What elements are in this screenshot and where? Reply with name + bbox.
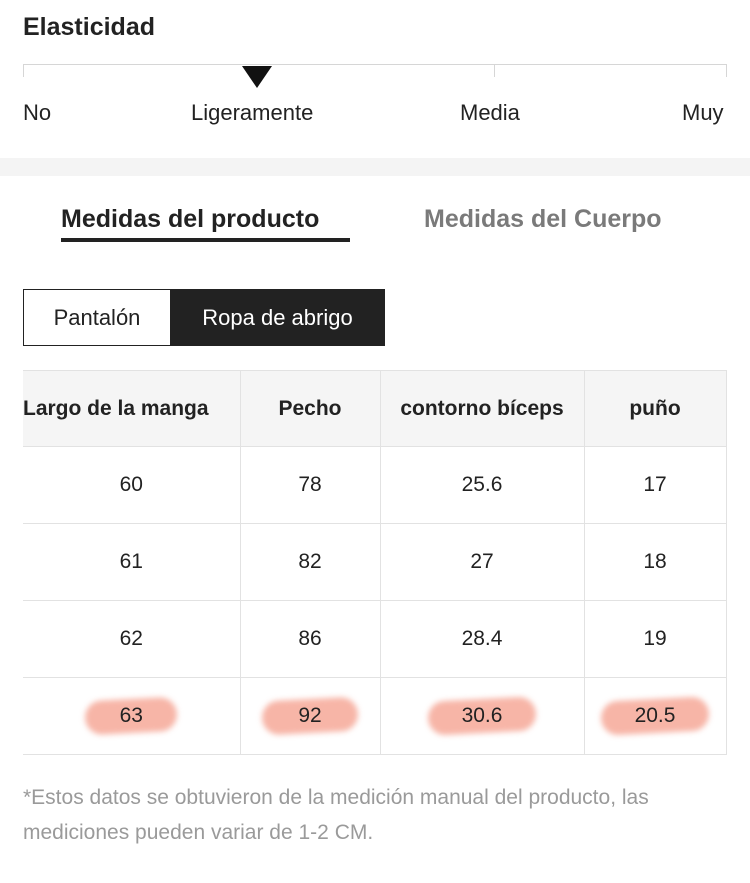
segment-outerwear[interactable]: Ropa de abrigo bbox=[170, 289, 385, 346]
cell-value: 92 bbox=[298, 704, 322, 727]
header-biceps: contorno bíceps bbox=[379, 370, 585, 447]
elasticity-scale-line bbox=[23, 64, 727, 65]
table-cell: 61 bbox=[23, 523, 241, 601]
measurement-footnote: *Estos datos se obtuvieron de la medició… bbox=[23, 786, 649, 844]
table-row: 60 78 25.6 17 bbox=[23, 446, 727, 524]
table-cell: 28.4 bbox=[379, 600, 585, 678]
elasticity-tick bbox=[494, 64, 495, 77]
cell-value: 63 bbox=[119, 704, 143, 727]
table-cell: 78 bbox=[239, 446, 381, 524]
elasticity-level-no: No bbox=[23, 100, 52, 125]
table-cell: 60 bbox=[23, 446, 241, 524]
elasticity-level-high: Muy bbox=[682, 100, 724, 125]
section-separator bbox=[0, 158, 750, 176]
table-cell: 82 bbox=[239, 523, 381, 601]
header-cuff: puño bbox=[583, 370, 727, 447]
elasticity-level-slight: Ligeramente bbox=[191, 100, 314, 125]
segment-pants[interactable]: Pantalón bbox=[23, 289, 170, 346]
header-sleeve-length: Largo de la manga bbox=[23, 370, 241, 447]
table-cell: 20.5 bbox=[583, 677, 727, 755]
table-cell: 25.6 bbox=[379, 446, 585, 524]
table-cell: 62 bbox=[23, 600, 241, 678]
table-cell: 86 bbox=[239, 600, 381, 678]
table-cell: 63 bbox=[23, 677, 241, 755]
table-cell: 92 bbox=[239, 677, 381, 755]
table-row: 62 86 28.4 19 bbox=[23, 600, 727, 678]
table-cell: 30.6 bbox=[379, 677, 585, 755]
elasticity-level-medium: Media bbox=[460, 100, 520, 125]
elasticity-tick bbox=[23, 64, 24, 77]
cell-value: 20.5 bbox=[634, 704, 676, 727]
table-cell: 18 bbox=[583, 523, 727, 601]
table-cell: 19 bbox=[583, 600, 727, 678]
tab-body-measurements[interactable]: Medidas del Cuerpo bbox=[424, 205, 662, 233]
table-cell: 17 bbox=[583, 446, 727, 524]
tab-product-measurements[interactable]: Medidas del producto bbox=[61, 205, 320, 233]
table-header-row: Largo de la manga Pecho contorno bíceps … bbox=[23, 370, 727, 447]
table-row: 61 82 27 18 bbox=[23, 523, 727, 601]
cell-value: 30.6 bbox=[461, 704, 503, 727]
size-table: Largo de la manga Pecho contorno bíceps … bbox=[23, 370, 727, 755]
table-cell: 27 bbox=[379, 523, 585, 601]
header-chest: Pecho bbox=[239, 370, 381, 447]
tab-active-underline bbox=[61, 238, 350, 242]
elasticity-tick bbox=[726, 64, 727, 77]
elasticity-marker-icon bbox=[242, 66, 272, 88]
table-row-highlighted: 63 92 30.6 20.5 bbox=[23, 677, 727, 755]
elasticity-title: Elasticidad bbox=[23, 13, 155, 41]
